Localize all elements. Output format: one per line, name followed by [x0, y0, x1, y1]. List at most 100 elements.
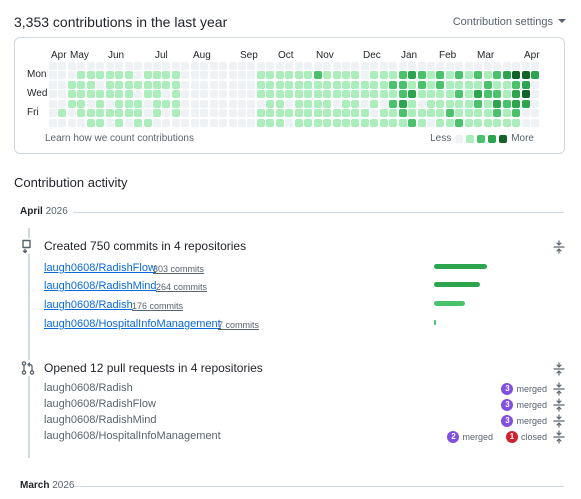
- contribution-day-cell[interactable]: [408, 71, 417, 80]
- contribution-day-cell[interactable]: [219, 118, 228, 127]
- contribution-day-cell[interactable]: [105, 90, 114, 99]
- contribution-day-cell[interactable]: [96, 80, 105, 89]
- contribution-day-cell[interactable]: [502, 109, 511, 118]
- contribution-day-cell[interactable]: [360, 71, 369, 80]
- contribution-day-cell[interactable]: [115, 109, 124, 118]
- contribution-day-cell[interactable]: [256, 118, 265, 127]
- contribution-day-cell[interactable]: [67, 109, 76, 118]
- contribution-day-cell[interactable]: [162, 62, 171, 70]
- contribution-day-cell[interactable]: [360, 99, 369, 108]
- contribution-day-cell[interactable]: [398, 109, 407, 118]
- contribution-day-cell[interactable]: [105, 99, 114, 108]
- contribution-day-cell[interactable]: [323, 99, 331, 108]
- contribution-day-cell[interactable]: [77, 71, 86, 80]
- contribution-day-cell[interactable]: [228, 90, 237, 99]
- contribution-day-cell[interactable]: [247, 71, 256, 80]
- contribution-day-cell[interactable]: [152, 118, 161, 127]
- contribution-day-cell[interactable]: [181, 71, 190, 80]
- merged-badge[interactable]: 3 merged: [501, 383, 547, 395]
- contribution-day-cell[interactable]: [464, 109, 473, 118]
- contribution-day-cell[interactable]: [341, 118, 350, 127]
- contribution-day-cell[interactable]: [464, 118, 473, 127]
- contribution-day-cell[interactable]: [474, 80, 483, 89]
- contribution-day-cell[interactable]: [162, 118, 171, 127]
- contribution-day-cell[interactable]: [323, 109, 331, 118]
- contribution-day-cell[interactable]: [483, 90, 492, 99]
- contribution-day-cell[interactable]: [341, 62, 350, 70]
- contribution-day-cell[interactable]: [247, 90, 256, 99]
- contribution-day-cell[interactable]: [219, 80, 228, 89]
- contribution-day-cell[interactable]: [294, 62, 303, 70]
- contribution-day-cell[interactable]: [417, 90, 426, 99]
- contribution-day-cell[interactable]: [190, 80, 199, 89]
- contribution-day-cell[interactable]: [304, 99, 313, 108]
- contribution-day-cell[interactable]: [124, 62, 133, 70]
- contribution-day-cell[interactable]: [427, 80, 435, 89]
- contribution-day-cell[interactable]: [313, 99, 322, 108]
- contribution-day-cell[interactable]: [493, 90, 502, 99]
- contribution-day-cell[interactable]: [436, 109, 445, 118]
- contribution-day-cell[interactable]: [398, 99, 407, 108]
- contribution-day-cell[interactable]: [502, 118, 511, 127]
- contribution-day-cell[interactable]: [152, 71, 161, 80]
- fold-icon[interactable]: [552, 430, 566, 444]
- contribution-day-cell[interactable]: [275, 80, 284, 89]
- contribution-day-cell[interactable]: [502, 62, 511, 70]
- commit-count-link[interactable]: 176 commits: [132, 301, 184, 311]
- contribution-day-cell[interactable]: [417, 99, 426, 108]
- contribution-day-cell[interactable]: [408, 118, 417, 127]
- contribution-day-cell[interactable]: [209, 109, 218, 118]
- contribution-day-cell[interactable]: [379, 80, 388, 89]
- repo-link[interactable]: laugh0608/HospitalInfoManagement: [44, 318, 221, 330]
- contribution-day-cell[interactable]: [162, 99, 171, 108]
- contribution-day-cell[interactable]: [190, 118, 199, 127]
- contribution-day-cell[interactable]: [408, 80, 417, 89]
- fold-icon[interactable]: [552, 414, 566, 428]
- contribution-day-cell[interactable]: [493, 118, 502, 127]
- contribution-day-cell[interactable]: [152, 62, 161, 70]
- contribution-day-cell[interactable]: [209, 90, 218, 99]
- contribution-day-cell[interactable]: [304, 90, 313, 99]
- contribution-day-cell[interactable]: [445, 118, 454, 127]
- contribution-day-cell[interactable]: [124, 109, 133, 118]
- contribution-day-cell[interactable]: [445, 90, 454, 99]
- contribution-day-cell[interactable]: [238, 99, 246, 108]
- contribution-day-cell[interactable]: [427, 109, 435, 118]
- contribution-day-cell[interactable]: [134, 99, 142, 108]
- contribution-day-cell[interactable]: [370, 99, 379, 108]
- contribution-day-cell[interactable]: [351, 71, 360, 80]
- contribution-day-cell[interactable]: [502, 90, 511, 99]
- contribution-day-cell[interactable]: [483, 118, 492, 127]
- contribution-day-cell[interactable]: [209, 80, 218, 89]
- contribution-day-cell[interactable]: [370, 90, 379, 99]
- contribution-day-cell[interactable]: [77, 62, 86, 70]
- contribution-day-cell[interactable]: [445, 62, 454, 70]
- contribution-day-cell[interactable]: [521, 80, 530, 89]
- contribution-day-cell[interactable]: [370, 80, 379, 89]
- contribution-day-cell[interactable]: [228, 118, 237, 127]
- contribution-day-cell[interactable]: [247, 118, 256, 127]
- contribution-day-cell[interactable]: [285, 118, 294, 127]
- contribution-day-cell[interactable]: [389, 62, 398, 70]
- contribution-day-cell[interactable]: [67, 62, 76, 70]
- contribution-day-cell[interactable]: [398, 62, 407, 70]
- contribution-day-cell[interactable]: [417, 80, 426, 89]
- contribution-day-cell[interactable]: [398, 71, 407, 80]
- contribution-day-cell[interactable]: [171, 109, 180, 118]
- contribution-day-cell[interactable]: [181, 118, 190, 127]
- contribution-day-cell[interactable]: [313, 109, 322, 118]
- closed-badge[interactable]: 1 closed: [505, 431, 547, 443]
- contribution-day-cell[interactable]: [219, 62, 228, 70]
- contribution-day-cell[interactable]: [134, 71, 142, 80]
- contribution-day-cell[interactable]: [143, 109, 152, 118]
- contribution-day-cell[interactable]: [171, 118, 180, 127]
- contribution-day-cell[interactable]: [238, 118, 246, 127]
- contribution-day-cell[interactable]: [360, 118, 369, 127]
- contribution-day-cell[interactable]: [266, 109, 275, 118]
- contribution-day-cell[interactable]: [370, 118, 379, 127]
- contribution-day-cell[interactable]: [115, 99, 124, 108]
- contribution-day-cell[interactable]: [134, 90, 142, 99]
- contribution-day-cell[interactable]: [530, 90, 539, 99]
- contribution-day-cell[interactable]: [389, 71, 398, 80]
- contribution-day-cell[interactable]: [474, 99, 483, 108]
